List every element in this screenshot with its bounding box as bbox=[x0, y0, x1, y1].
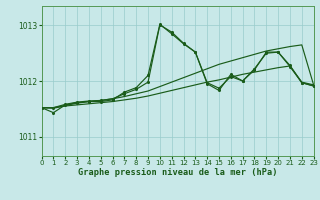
X-axis label: Graphe pression niveau de la mer (hPa): Graphe pression niveau de la mer (hPa) bbox=[78, 168, 277, 177]
